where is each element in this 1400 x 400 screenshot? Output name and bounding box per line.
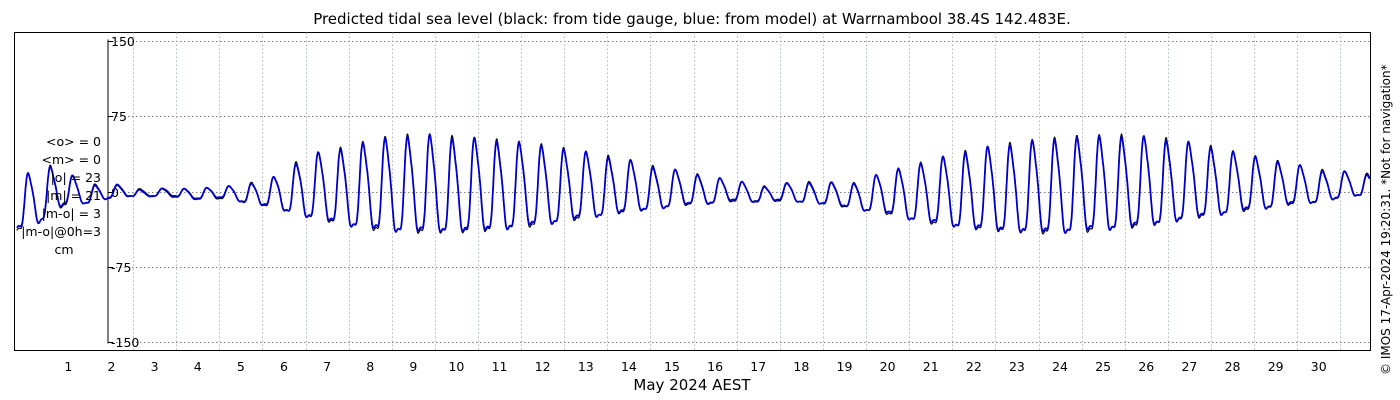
x-tick-label: 1 <box>64 359 72 374</box>
y-tick-label: 75 <box>111 109 127 124</box>
x-tick-label: 3 <box>151 359 159 374</box>
x-tick-label: 2 <box>108 359 116 374</box>
y-tick-label: 0 <box>111 185 119 200</box>
x-axis: 1 2 3 4 5 6 7 8 9 10 11 12 13 14 15 16 17 18 19 20 21 22 23 24 2… <box>64 359 1326 374</box>
stat-line: <m> = 0 <box>42 152 102 167</box>
stats-panel: <o> = 0 <m> = 0 |o| = 23 |m| = 21 |m-o| = 3 |… <box>21 134 101 257</box>
y-tick-label: -75 <box>111 260 131 275</box>
x-tick-label: 18 <box>793 359 809 374</box>
x-tick-label: 23 <box>1009 359 1025 374</box>
x-tick-label: 13 <box>578 359 594 374</box>
series-line-model <box>16 133 1371 235</box>
copyright-note: © IMOS 17-Apr-2024 19:20:31. *Not for na… <box>1379 64 1393 375</box>
y-tick-label: -150 <box>111 335 139 350</box>
stat-line: |m-o| = 3 <box>42 206 101 221</box>
x-tick-label: 14 <box>621 359 637 374</box>
x-tick-label: 15 <box>664 359 680 374</box>
x-tick-label: 12 <box>535 359 551 374</box>
plot-frame <box>14 32 1371 351</box>
x-axis-label: May 2024 AEST <box>633 376 751 394</box>
x-tick-label: 10 <box>448 359 464 374</box>
grid-lines <box>108 32 1371 351</box>
x-tick-label: 22 <box>966 359 982 374</box>
x-tick-label: 5 <box>237 359 245 374</box>
x-tick-label: 9 <box>409 359 417 374</box>
x-tick-label: 29 <box>1268 359 1284 374</box>
stat-line: |m| = 21 <box>46 188 101 203</box>
x-tick-label: 28 <box>1225 359 1241 374</box>
x-tick-label: 21 <box>923 359 939 374</box>
y-axis: 150 75 0 -75 -150 <box>107 34 139 350</box>
x-tick-label: 25 <box>1095 359 1111 374</box>
x-tick-label: 26 <box>1138 359 1154 374</box>
x-tick-label: 4 <box>194 359 202 374</box>
x-tick-label: 20 <box>880 359 896 374</box>
x-tick-label: 6 <box>280 359 288 374</box>
x-tick-label: 8 <box>366 359 374 374</box>
x-tick-label: 24 <box>1052 359 1068 374</box>
x-tick-label: 11 <box>492 359 508 374</box>
x-tick-label: 30 <box>1311 359 1327 374</box>
x-tick-label: 19 <box>837 359 853 374</box>
x-tick-label: 7 <box>323 359 331 374</box>
x-tick-label: 17 <box>750 359 766 374</box>
y-tick-label: 150 <box>111 34 135 49</box>
stat-line: |m-o|@0h=3 <box>21 224 101 239</box>
x-tick-label: 16 <box>707 359 723 374</box>
chart-title: Predicted tidal sea level (black: from t… <box>313 10 1071 28</box>
stat-line: <o> = 0 <box>46 134 101 149</box>
x-tick-label: 27 <box>1181 359 1197 374</box>
stat-line: cm <box>54 242 73 257</box>
stat-line: |o| = 23 <box>51 170 101 185</box>
